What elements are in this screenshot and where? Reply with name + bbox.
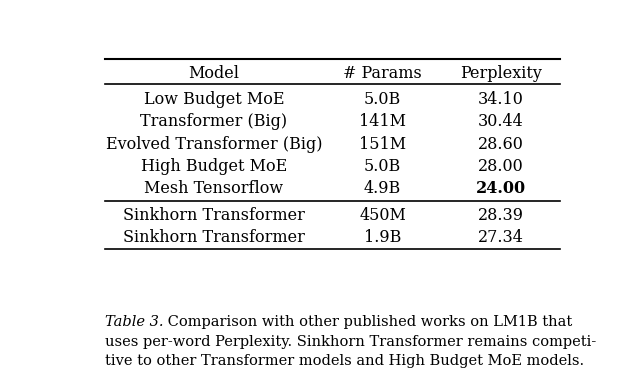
Text: uses per-word Perplexity. Sinkhorn Transformer remains competi-: uses per-word Perplexity. Sinkhorn Trans… xyxy=(105,335,596,349)
Text: 151M: 151M xyxy=(359,135,406,152)
Text: Evolved Transformer (Big): Evolved Transformer (Big) xyxy=(105,135,322,152)
Text: 28.60: 28.60 xyxy=(478,135,524,152)
Text: Low Budget MoE: Low Budget MoE xyxy=(144,91,284,108)
Text: 34.10: 34.10 xyxy=(478,91,524,108)
Text: 30.44: 30.44 xyxy=(478,113,524,130)
Text: 28.39: 28.39 xyxy=(478,207,524,224)
Text: 1.9B: 1.9B xyxy=(364,229,401,246)
Text: Table 3.: Table 3. xyxy=(105,315,163,329)
Text: 27.34: 27.34 xyxy=(478,229,524,246)
Text: High Budget MoE: High Budget MoE xyxy=(141,158,287,175)
Text: Mesh Tensorflow: Mesh Tensorflow xyxy=(144,180,284,198)
Text: 24.00: 24.00 xyxy=(476,180,526,198)
Text: 28.00: 28.00 xyxy=(478,158,524,175)
Text: 4.9B: 4.9B xyxy=(364,180,401,198)
Text: 5.0B: 5.0B xyxy=(364,158,401,175)
Text: Model: Model xyxy=(189,65,240,82)
Text: 141M: 141M xyxy=(359,113,406,130)
Text: Comparison with other published works on LM1B that: Comparison with other published works on… xyxy=(163,315,573,329)
Text: 450M: 450M xyxy=(359,207,406,224)
Text: # Params: # Params xyxy=(343,65,422,82)
Text: Perplexity: Perplexity xyxy=(460,65,542,82)
Text: Sinkhorn Transformer: Sinkhorn Transformer xyxy=(123,229,305,246)
Text: Sinkhorn Transformer: Sinkhorn Transformer xyxy=(123,207,305,224)
Text: 5.0B: 5.0B xyxy=(364,91,401,108)
Text: tive to other Transformer models and High Budget MoE models.: tive to other Transformer models and Hig… xyxy=(105,354,584,368)
Text: Transformer (Big): Transformer (Big) xyxy=(141,113,288,130)
